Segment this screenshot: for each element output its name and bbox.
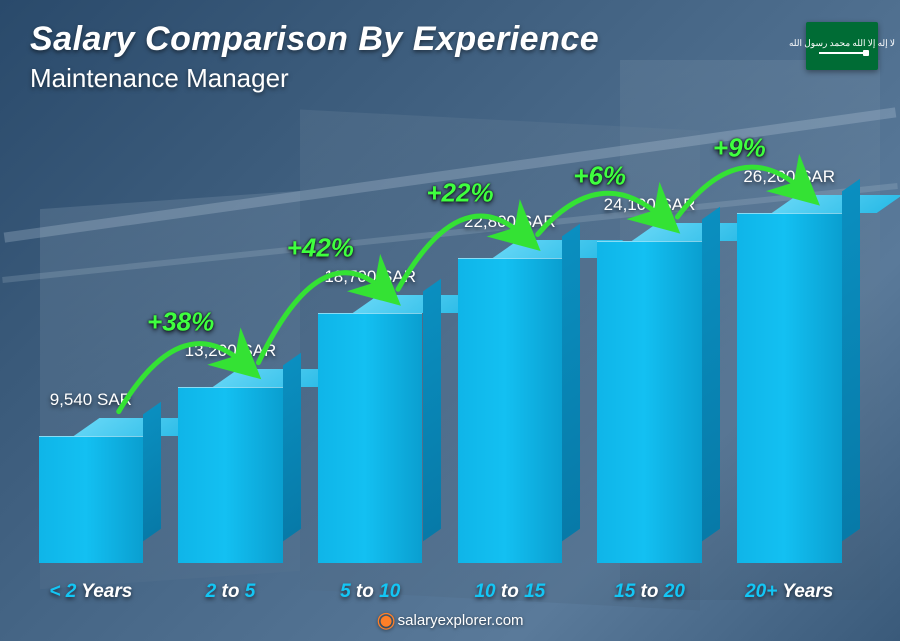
bar-slot: 24,100 SAR [589,130,711,563]
bar [589,241,711,563]
bar-side-face [423,279,441,542]
bar-front-face [318,313,423,563]
bar-slot: 26,200 SAR [728,130,850,563]
footer-attribution: ◉salaryexplorer.com [0,607,900,633]
bar [728,213,850,563]
bar-side-face [702,207,720,542]
x-axis-label: < 2 Years [30,581,152,603]
bar-front-face [178,387,283,563]
flag-sword-icon [819,52,865,54]
x-axis-label: 20+ Years [728,581,850,603]
flag-shahada-script: لا إله إلا الله محمد رسول الله [789,39,895,48]
x-axis-label: 10 to 15 [449,581,571,603]
bar-slot: 13,200 SAR [170,130,292,563]
logo-dot-icon: ◉ [376,607,395,632]
title-block: Salary Comparison By Experience Maintena… [30,20,599,94]
x-axis-label: 5 to 10 [309,581,431,603]
bar-side-face [842,179,860,542]
chart-subtitle: Maintenance Manager [30,63,599,94]
bar-front-face [737,213,842,563]
bars-row: 9,540 SAR13,200 SAR18,700 SAR22,800 SAR2… [30,130,850,563]
bar-chart: 9,540 SAR13,200 SAR18,700 SAR22,800 SAR2… [30,130,850,563]
bar-front-face [39,436,144,563]
bar [449,258,571,563]
x-axis-label: 15 to 20 [589,581,711,603]
bar [309,313,431,563]
footer-site-text: salaryexplorer.com [398,612,524,629]
bar-top-face [772,195,900,213]
bar [30,436,152,563]
chart-title: Salary Comparison By Experience [30,20,599,59]
infographic-stage: Salary Comparison By Experience Maintena… [0,0,900,641]
bar [170,387,292,563]
bar-side-face [143,402,161,542]
bar-side-face [283,353,301,542]
bar-front-face [597,241,702,563]
x-axis-label: 2 to 5 [170,581,292,603]
x-axis-labels: < 2 Years 2 to 5 5 to 10 10 to 15 15 to 20 20… [30,581,850,603]
country-flag-saudi-arabia: لا إله إلا الله محمد رسول الله [806,22,878,70]
bar-side-face [562,224,580,542]
bar-front-face [458,258,563,563]
bar-slot: 18,700 SAR [309,130,431,563]
